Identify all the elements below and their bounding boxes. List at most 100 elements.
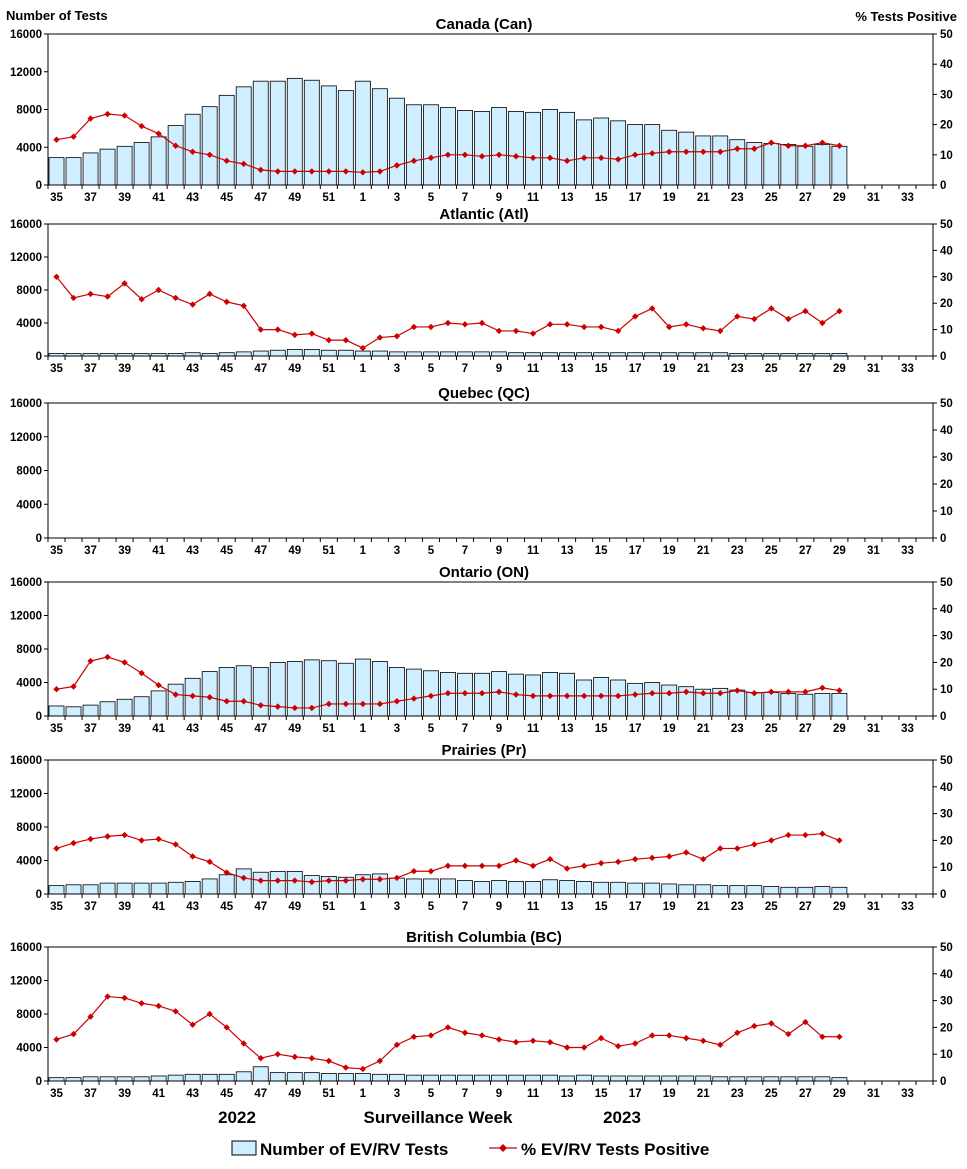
point-atlantic-atl-wk-41 xyxy=(155,286,162,294)
bar-prairies-pr-wk-25 xyxy=(763,886,780,895)
x-tick-atlantic-atl-wk-19: 19 xyxy=(663,363,676,375)
bar-british-columbia-bc-wk-20 xyxy=(678,1075,695,1082)
left-tick-british-columbia-bc-0: 0 xyxy=(36,1076,42,1088)
left-tick-quebec-qc-12000: 12000 xyxy=(10,432,42,444)
point-ontario-on-wk-36 xyxy=(70,683,77,690)
bar-british-columbia-bc-wk-50 xyxy=(303,1072,320,1082)
bar-ontario-on-wk-39 xyxy=(116,698,133,717)
x-tick-atlantic-atl-wk-33: 33 xyxy=(901,363,914,375)
point-ontario-on-wk-2 xyxy=(376,700,384,708)
line-atlantic-atl xyxy=(56,276,840,349)
right-tick-prairies-pr-0: 0 xyxy=(940,889,946,901)
x-tick-canada-can-wk-7: 7 xyxy=(462,192,468,204)
x-tick-british-columbia-bc-wk-5: 5 xyxy=(428,1088,435,1100)
right-tick-british-columbia-bc-30: 30 xyxy=(940,996,953,1008)
plot-frame-atlantic-atl xyxy=(47,223,934,357)
point-british-columbia-bc-wk-18 xyxy=(648,1032,656,1039)
x-tick-atlantic-atl-wk-51: 51 xyxy=(322,363,335,375)
bar-prairies-pr-wk-45 xyxy=(218,874,235,895)
point-canada-can-wk-3 xyxy=(393,162,401,169)
x-tick-prairies-pr-wk-25: 25 xyxy=(765,901,778,913)
x-tick-canada-can-wk-13: 13 xyxy=(561,192,574,204)
point-ontario-on-wk-8 xyxy=(478,690,486,697)
point-atlantic-atl-wk-24 xyxy=(751,315,758,323)
bar-prairies-pr-wk-42 xyxy=(167,881,184,895)
point-prairies-pr-wk-37 xyxy=(87,835,94,843)
bar-canada-can-wk-4 xyxy=(405,104,422,186)
bar-british-columbia-bc-wk-40 xyxy=(133,1076,150,1082)
bar-canada-can-wk-6 xyxy=(440,107,456,186)
x-tick-atlantic-atl-wk-37: 37 xyxy=(84,363,97,375)
point-ontario-on-wk-49 xyxy=(291,704,298,712)
right-tick-atlantic-atl-40: 40 xyxy=(940,245,953,257)
point-ontario-on-wk-6 xyxy=(444,690,452,697)
x-tick-atlantic-atl-wk-27: 27 xyxy=(799,363,812,375)
x-tick-quebec-qc-wk-49: 49 xyxy=(288,545,301,557)
bar-prairies-pr-wk-10 xyxy=(508,881,524,895)
point-canada-can-wk-41 xyxy=(155,130,162,137)
x-tick-atlantic-atl-wk-47: 47 xyxy=(254,363,267,375)
panel-title-quebec-qc: Quebec (QC) xyxy=(438,385,530,402)
point-prairies-pr-wk-15 xyxy=(597,859,605,867)
bar-canada-can-wk-21 xyxy=(695,135,712,186)
bar-british-columbia-bc-wk-21 xyxy=(695,1075,712,1082)
x-tick-canada-can-wk-21: 21 xyxy=(697,192,710,204)
point-canada-can-wk-6 xyxy=(444,151,452,158)
point-atlantic-atl-wk-40 xyxy=(138,296,145,303)
left-tick-british-columbia-bc-12000: 12000 xyxy=(10,976,42,988)
point-ontario-on-wk-1 xyxy=(359,700,367,708)
bar-ontario-on-wk-52 xyxy=(337,662,354,717)
point-prairies-pr-wk-21 xyxy=(700,855,707,863)
right-tick-canada-can-50: 50 xyxy=(940,29,953,41)
x-tick-prairies-pr-wk-3: 3 xyxy=(394,901,400,913)
bar-prairies-pr-wk-40 xyxy=(133,882,150,895)
bar-prairies-pr-wk-14 xyxy=(576,881,593,895)
left-tick-prairies-pr-12000: 12000 xyxy=(10,789,42,801)
point-prairies-pr-wk-16 xyxy=(614,858,622,866)
right-tick-british-columbia-bc-50: 50 xyxy=(940,942,953,954)
right-tick-canada-can-20: 20 xyxy=(940,120,953,132)
bar-british-columbia-bc-wk-22 xyxy=(712,1076,729,1082)
bar-prairies-pr-wk-24 xyxy=(746,885,763,895)
bar-canada-can-wk-8 xyxy=(474,110,490,186)
point-ontario-on-wk-26 xyxy=(785,688,792,696)
point-prairies-pr-wk-43 xyxy=(189,853,196,860)
point-prairies-pr-wk-6 xyxy=(444,862,452,870)
point-atlantic-atl-wk-49 xyxy=(291,331,298,339)
bar-canada-can-wk-45 xyxy=(218,94,235,186)
point-british-columbia-bc-wk-46 xyxy=(240,1040,247,1047)
bar-british-columbia-bc-wk-41 xyxy=(150,1075,167,1082)
right-tick-canada-can-0: 0 xyxy=(940,180,946,192)
bar-prairies-pr-wk-20 xyxy=(678,884,695,895)
x-tick-canada-can-wk-19: 19 xyxy=(663,192,676,204)
x-tick-prairies-pr-wk-15: 15 xyxy=(595,901,608,913)
bar-british-columbia-bc-wk-19 xyxy=(661,1075,678,1082)
x-tick-ontario-on-wk-49: 49 xyxy=(288,723,301,735)
x-tick-canada-can-wk-51: 51 xyxy=(322,192,335,204)
left-tick-prairies-pr-0: 0 xyxy=(36,889,42,901)
bar-canada-can-wk-44 xyxy=(201,106,218,186)
point-atlantic-atl-wk-17 xyxy=(631,313,639,320)
point-prairies-pr-wk-46 xyxy=(240,874,247,882)
bar-prairies-pr-wk-41 xyxy=(150,882,167,895)
point-canada-can-wk-40 xyxy=(138,122,145,130)
right-tick-quebec-qc-50: 50 xyxy=(940,398,953,410)
point-british-columbia-bc-wk-41 xyxy=(155,1002,162,1010)
x-tick-british-columbia-bc-wk-9: 9 xyxy=(496,1088,502,1100)
point-british-columbia-bc-wk-21 xyxy=(700,1037,707,1044)
x-tick-british-columbia-bc-wk-33: 33 xyxy=(901,1088,914,1100)
x-tick-quebec-qc-wk-39: 39 xyxy=(118,545,131,557)
point-canada-can-wk-50 xyxy=(308,168,315,175)
x-tick-british-columbia-bc-wk-35: 35 xyxy=(50,1088,63,1100)
x-tick-ontario-on-wk-47: 47 xyxy=(254,723,267,735)
x-tick-canada-can-wk-25: 25 xyxy=(765,192,778,204)
point-prairies-pr-wk-24 xyxy=(751,841,758,848)
point-british-columbia-bc-wk-23 xyxy=(734,1029,741,1036)
bar-canada-can-wk-12 xyxy=(542,109,558,186)
point-british-columbia-bc-wk-2 xyxy=(376,1057,384,1065)
x-tick-british-columbia-bc-wk-51: 51 xyxy=(322,1088,335,1100)
left-tick-atlantic-atl-4000: 4000 xyxy=(16,318,42,330)
x-tick-ontario-on-wk-33: 33 xyxy=(901,723,914,735)
point-canada-can-wk-21 xyxy=(700,148,707,155)
x-tick-ontario-on-wk-19: 19 xyxy=(663,723,676,735)
